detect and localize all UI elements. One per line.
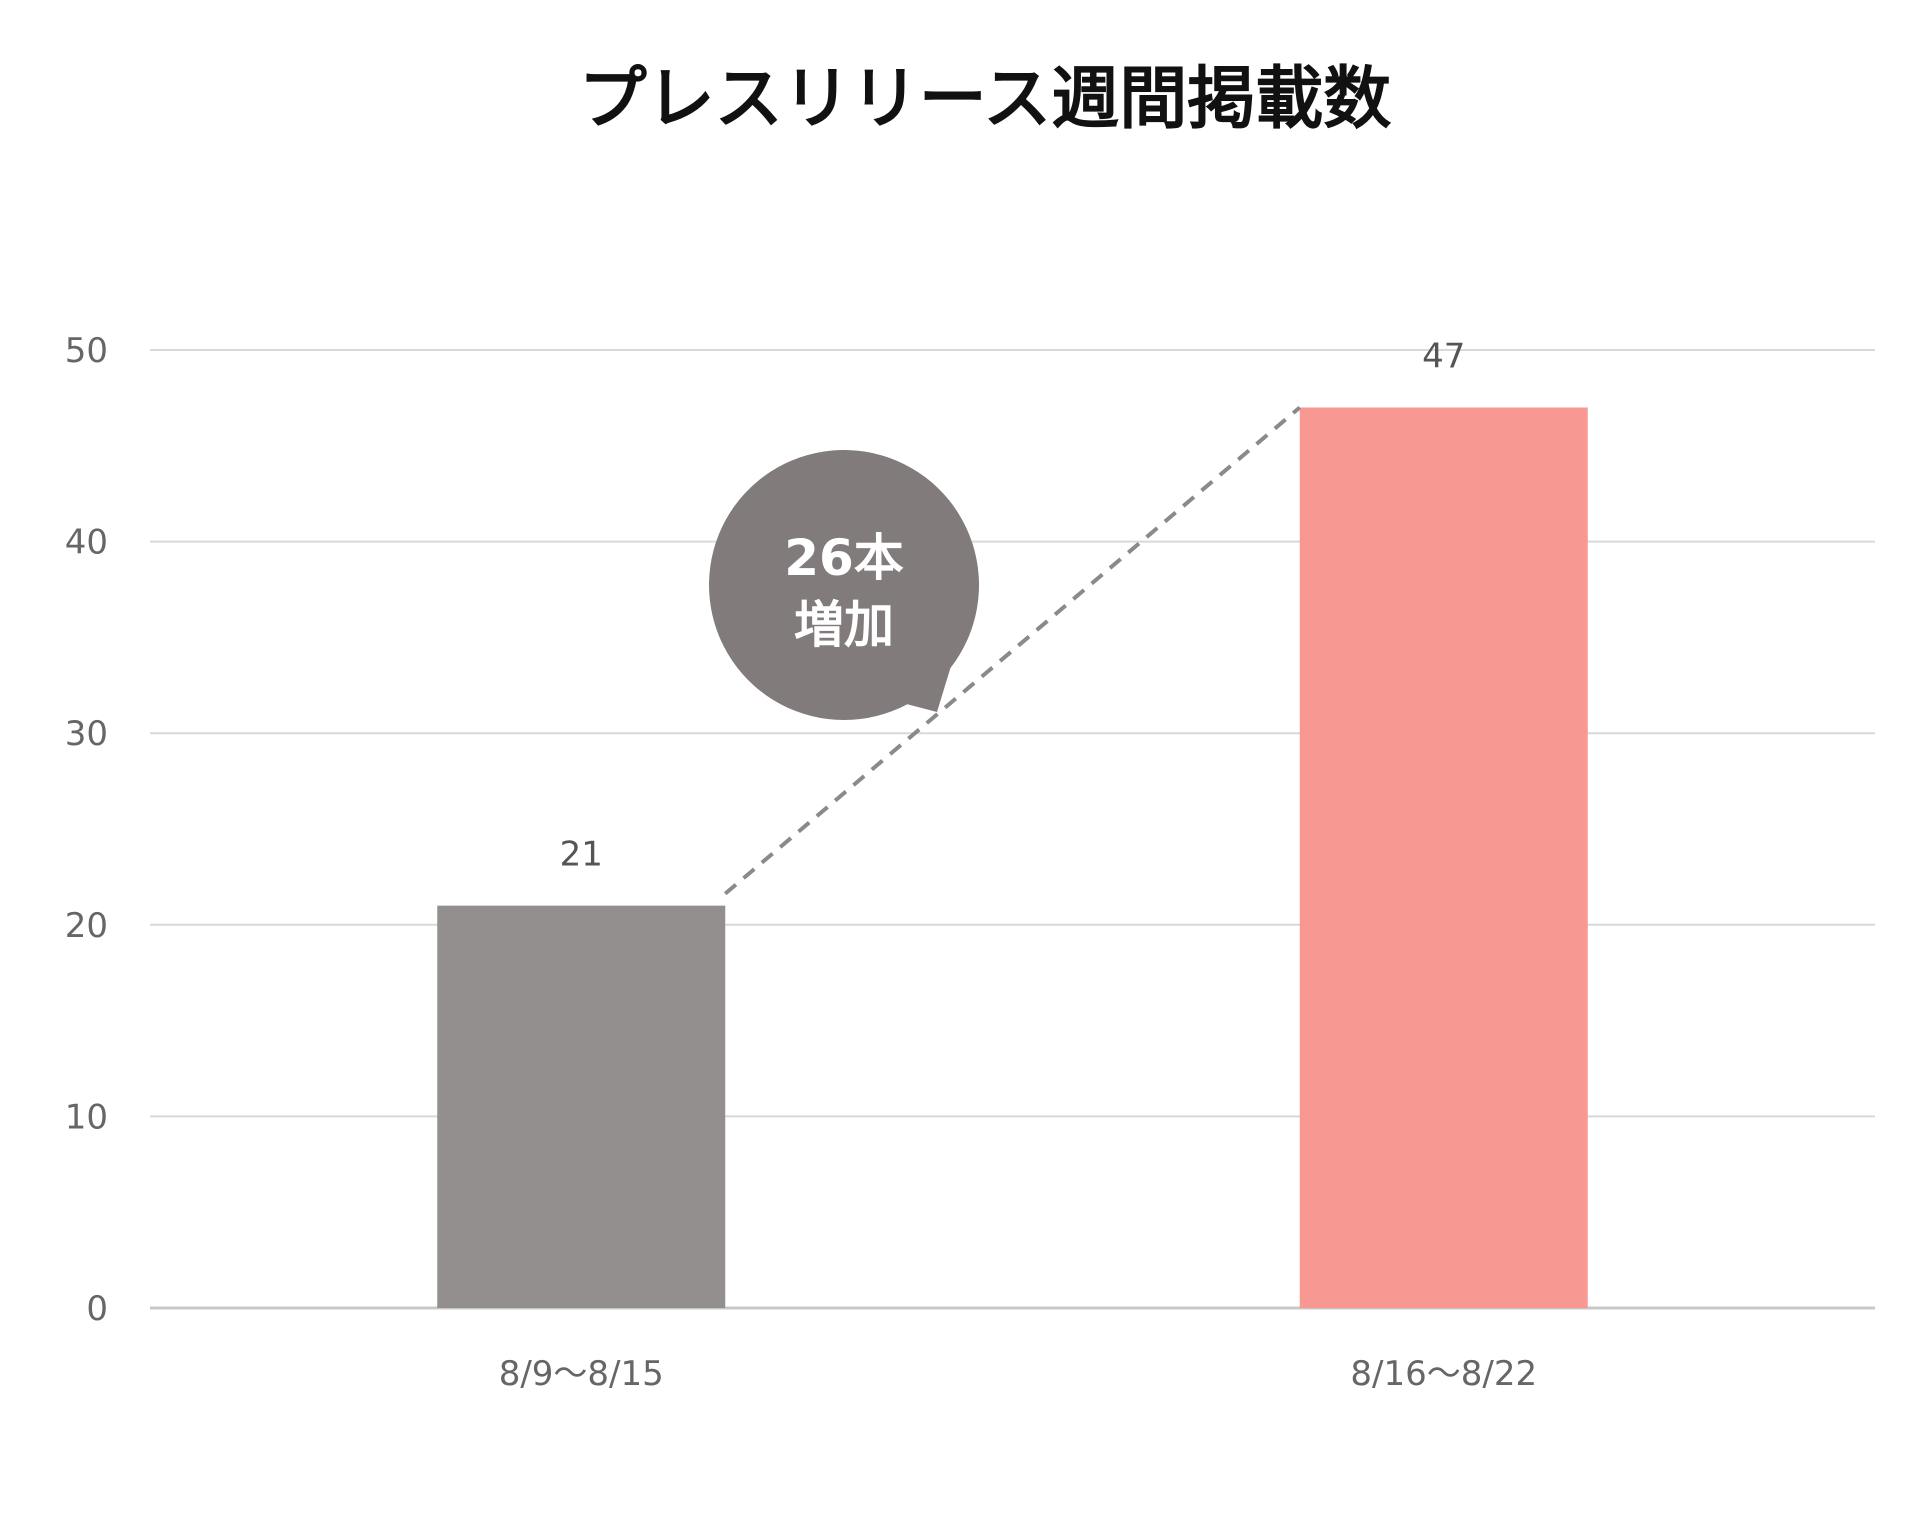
chart-title: プレスリリース週間掲載数 bbox=[579, 60, 1392, 139]
gridlines bbox=[150, 349, 1875, 1310]
bar-2 bbox=[1299, 407, 1588, 1309]
x-axis-labels: 8/9〜8/15 8/16〜8/22 bbox=[499, 1354, 1537, 1394]
y-tick-label: 50 bbox=[65, 331, 108, 371]
y-tick-label: 0 bbox=[86, 1289, 108, 1329]
callout-line-2: 増加 bbox=[794, 596, 894, 654]
y-tick-label: 30 bbox=[65, 714, 108, 754]
bars bbox=[437, 407, 1588, 1309]
x-category-label: 8/9〜8/15 bbox=[499, 1354, 664, 1394]
callout-line-1: 26本 bbox=[784, 529, 904, 587]
bar-value-label: 21 bbox=[560, 835, 603, 875]
data-labels: 21 47 bbox=[560, 336, 1466, 874]
annotation: 26本 増加 bbox=[709, 405, 1302, 896]
bar-1 bbox=[437, 905, 726, 1308]
y-tick-label: 20 bbox=[65, 906, 108, 946]
y-axis-ticks: 0 10 20 30 40 50 bbox=[65, 331, 108, 1329]
callout-bubble bbox=[709, 450, 980, 720]
x-category-label: 8/16〜8/22 bbox=[1350, 1354, 1537, 1394]
connector-line bbox=[723, 405, 1302, 896]
bar-value-label: 47 bbox=[1422, 336, 1465, 376]
y-tick-label: 10 bbox=[65, 1097, 108, 1137]
y-tick-label: 40 bbox=[65, 523, 108, 563]
